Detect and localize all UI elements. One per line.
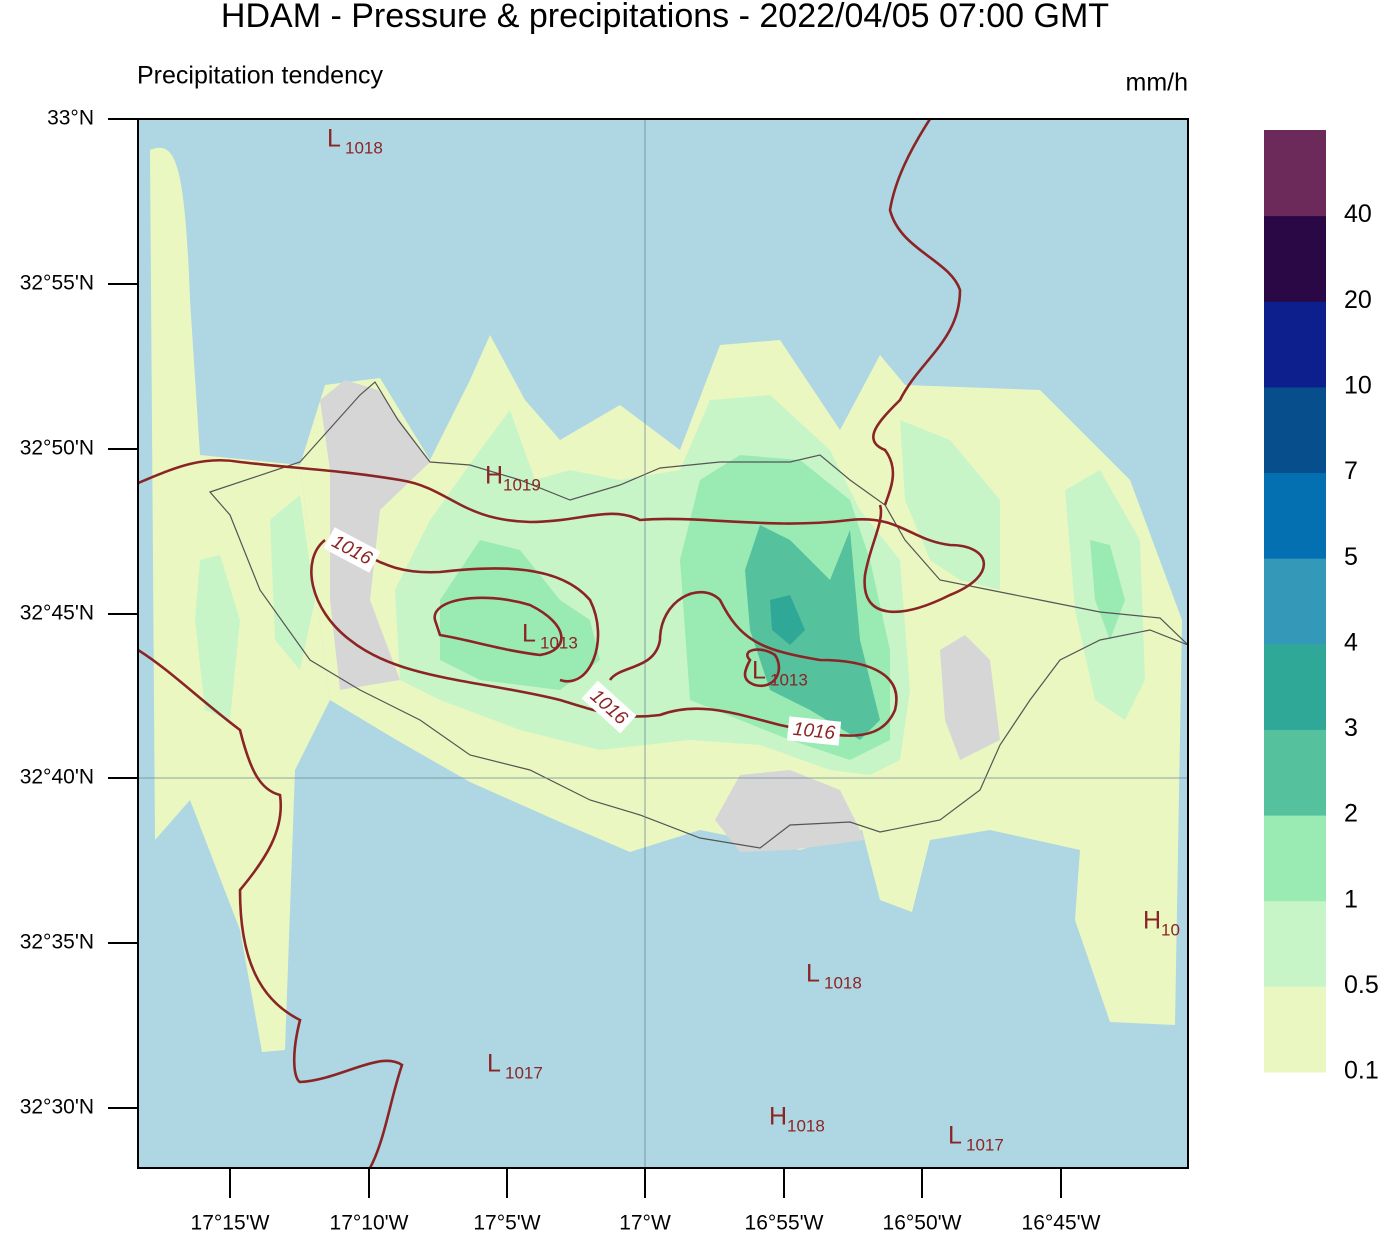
pressure-value: 1017	[966, 1135, 1004, 1154]
lon-label: 16°55'W	[745, 1212, 824, 1234]
colorbar-label: 0.1	[1344, 1057, 1379, 1085]
isobar-label-bg	[786, 716, 842, 746]
pressure-letter: H	[769, 1103, 787, 1131]
precip-core	[745, 525, 880, 740]
lat-label: 32°50'N	[20, 437, 94, 460]
units: mm/h	[1126, 69, 1189, 97]
colorbar-swatch	[1264, 215, 1326, 302]
colorbar-swatch	[1264, 472, 1326, 559]
pressure-letter: H	[1143, 907, 1161, 935]
precip-max	[770, 595, 805, 645]
pressure-value: 1018	[345, 138, 383, 157]
colorbar-swatch	[1264, 386, 1326, 474]
lat-label: 32°30'N	[20, 1096, 94, 1119]
colorbar-swatch	[1264, 643, 1326, 730]
pressure-value: 1018	[787, 1116, 825, 1135]
subtitle: Precipitation tendency	[137, 62, 383, 90]
pressure-letter: L	[948, 1122, 962, 1150]
colorbar-swatch	[1264, 558, 1326, 645]
pressure-value: 1019	[503, 475, 541, 494]
isobar-label-bg	[323, 527, 381, 573]
pressure-value: 10	[1161, 920, 1180, 939]
isobars	[138, 119, 986, 1168]
coastline	[208, 381, 1188, 849]
colorbar-label: 2	[1344, 800, 1358, 828]
pressure-value: 1013	[540, 633, 578, 652]
isobar-label: 1016	[792, 719, 837, 744]
lon-label: 17°15'W	[191, 1212, 270, 1234]
colorbar-swatch	[1264, 986, 1326, 1073]
colorbar-label: 20	[1344, 286, 1372, 314]
colorbar-label: 40	[1344, 200, 1372, 228]
colorbar-swatch	[1264, 729, 1326, 816]
colorbar-label: 7	[1344, 457, 1358, 485]
pressure-letter: L	[487, 1050, 501, 1078]
colorbar-label: 10	[1344, 372, 1372, 400]
colorbar-swatch	[1264, 900, 1326, 987]
isobar-label-box: 1016	[786, 716, 842, 746]
map-frame	[137, 118, 1189, 1169]
lat-label: 32°55'N	[20, 272, 94, 295]
lon-label: 17°10'W	[330, 1212, 409, 1234]
colorbar-label: 0.5	[1344, 971, 1379, 999]
colorbar-label: 3	[1344, 714, 1358, 742]
lon-label: 17°W	[619, 1212, 671, 1234]
map-area	[138, 119, 1188, 1168]
lon-label: 16°50'W	[883, 1212, 962, 1234]
lat-label: 32°45'N	[20, 602, 94, 625]
lat-label: 32°40'N	[20, 766, 94, 789]
lon-label: 16°45'W	[1022, 1212, 1101, 1234]
pressure-letter: L	[327, 125, 341, 153]
colorbar-label: 4	[1344, 628, 1358, 656]
colorbar-swatch	[1264, 130, 1326, 217]
isobar-label-bg	[581, 680, 637, 734]
pressure-letter: L	[752, 657, 766, 685]
colorbar-swatch	[1264, 301, 1326, 388]
pressure-value: 1017	[505, 1063, 543, 1082]
pressure-value: 1018	[824, 973, 862, 992]
colorbar-label: 1	[1344, 885, 1358, 913]
lat-label: 33°N	[47, 107, 94, 130]
lat-label: 32°35'N	[20, 931, 94, 954]
pressure-letter: H	[485, 462, 503, 490]
title: HDAM - Pressure & precipitations - 2022/…	[221, 0, 1109, 35]
colorbar-swatch	[1264, 815, 1326, 902]
pressure-letter: L	[522, 620, 536, 648]
land-dry	[320, 380, 1000, 852]
colorbar-label: 5	[1344, 543, 1358, 571]
pressure-letter: L	[806, 960, 820, 988]
pressure-value: 1013	[770, 670, 808, 689]
lon-label: 17°5'W	[473, 1212, 540, 1234]
